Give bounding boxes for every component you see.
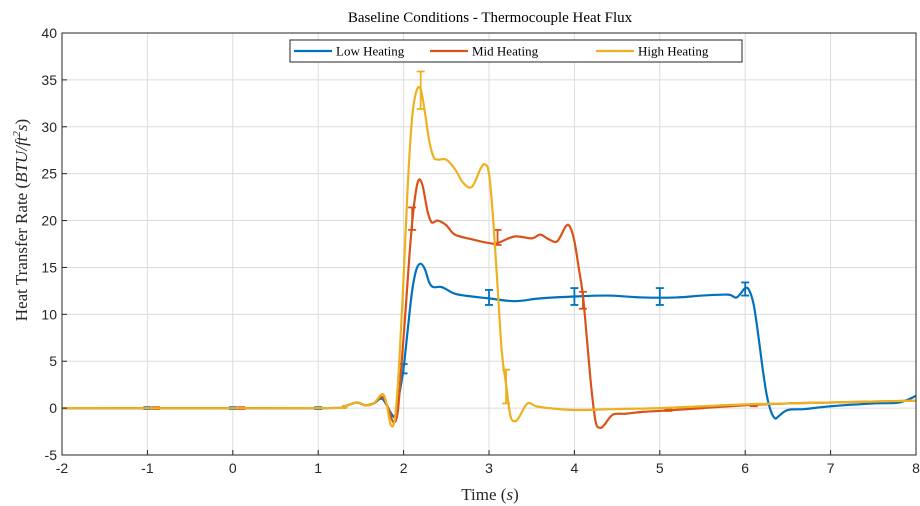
x-axis-label-text: Time ( — [461, 485, 507, 504]
series-line-high-heating — [61, 85, 917, 428]
y-axis-label-exponent: 2 — [11, 131, 23, 137]
legend-label: Low Heating — [336, 44, 405, 59]
y-axis-label: Heat Transfer Rate (BTU/ft2s) — [11, 119, 31, 321]
series-high-heating — [61, 70, 917, 428]
axes — [61, 32, 917, 456]
x-axis-label: Time (s) — [461, 485, 519, 504]
error-bar-mid-heating — [578, 290, 587, 310]
x-axis-label-close: ) — [513, 485, 519, 504]
legend-item-mid-heating: Mid Heating — [430, 44, 539, 59]
y-axis-label-text: Heat Transfer Rate ( — [12, 183, 31, 322]
error-bar-mid-heating — [408, 206, 417, 231]
legend-label: Mid Heating — [472, 44, 539, 59]
x-tick-label: 6 — [741, 460, 749, 476]
x-axis-label-unit: s — [506, 485, 513, 504]
legend: Low Heating Mid Heating High Heating — [289, 39, 743, 63]
x-tick-label: 7 — [827, 460, 835, 476]
axes-box — [61, 32, 917, 456]
y-tick-label: 20 — [41, 213, 57, 229]
y-axis-label-unit-2: s — [12, 124, 31, 131]
legend-box — [289, 39, 743, 63]
y-tick-label: -5 — [45, 447, 58, 463]
y-tick-label: 10 — [41, 306, 57, 322]
y-tick-label: 5 — [49, 353, 57, 369]
y-tick-label: 25 — [41, 166, 57, 182]
tick-labels: -2 -1 0 1 2 3 4 5 6 7 8 -5 0 5 10 15 20 25 30 35 40 — [41, 25, 920, 476]
error-bar-low-heating — [570, 287, 579, 306]
y-axis-label-close: ) — [12, 119, 31, 125]
legend-label: High Heating — [638, 44, 709, 59]
plot-area — [61, 70, 917, 430]
legend-item-low-heating: Low Heating — [294, 44, 405, 59]
x-tick-label: 2 — [400, 460, 408, 476]
error-bar-mid-heating — [664, 408, 673, 412]
x-tick-label: 1 — [314, 460, 322, 476]
x-tick-label: 0 — [229, 460, 237, 476]
x-tick-label: 5 — [656, 460, 664, 476]
x-tick-label: 3 — [485, 460, 493, 476]
y-tick-label: 30 — [41, 119, 57, 135]
x-tick-label: -1 — [141, 460, 154, 476]
error-bar-low-heating — [655, 287, 664, 306]
y-tick-label: 15 — [41, 259, 57, 275]
y-axis-label-unit: BTU/ft — [12, 135, 31, 183]
error-bar-low-heating — [485, 289, 493, 306]
y-tick-label: 40 — [41, 25, 57, 41]
error-bar-low-heating — [741, 281, 750, 297]
y-tick-label: 0 — [49, 400, 57, 416]
chart-title: Baseline Conditions - Thermocouple Heat … — [348, 10, 633, 26]
x-tick-label: 8 — [912, 460, 920, 476]
error-bar-high-heating — [416, 70, 425, 110]
y-tick-label: 35 — [41, 72, 57, 88]
legend-item-high-heating: High Heating — [596, 44, 709, 59]
x-tick-label: 4 — [571, 460, 579, 476]
error-bar-high-heating — [502, 368, 511, 405]
x-tick-label: -2 — [56, 460, 69, 476]
